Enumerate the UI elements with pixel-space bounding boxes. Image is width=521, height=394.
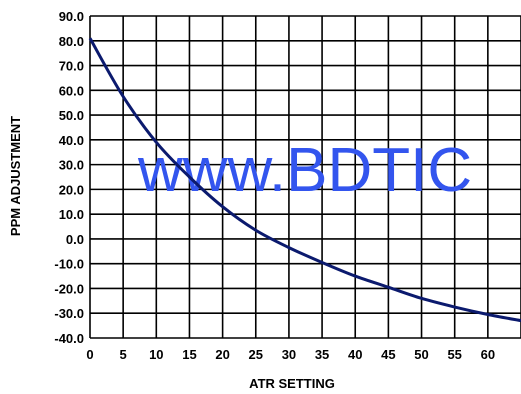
- y-tick-label: -40.0: [54, 331, 84, 346]
- x-tick-label: 0: [86, 347, 93, 362]
- x-tick-label: 55: [447, 347, 461, 362]
- y-tick-label: 40.0: [59, 133, 84, 148]
- x-tick-label: 25: [249, 347, 263, 362]
- x-tick-label: 20: [215, 347, 229, 362]
- x-tick-label: 60: [481, 347, 495, 362]
- y-tick-label: -30.0: [54, 306, 84, 321]
- x-tick-labels: 0 5 10 15 20 25 30 35 40 45 50 55 60: [86, 347, 495, 362]
- y-tick-label: 50.0: [59, 108, 84, 123]
- watermark-layer: www.BDTIC: [137, 136, 472, 205]
- y-tick-label: -20.0: [54, 281, 84, 296]
- y-tick-label: -10.0: [54, 257, 84, 272]
- y-tick-label: 80.0: [59, 34, 84, 49]
- x-tick-label: 50: [414, 347, 428, 362]
- x-tick-label: 30: [282, 347, 296, 362]
- y-tick-label: 90.0: [59, 9, 84, 24]
- x-tick-label: 15: [182, 347, 196, 362]
- x-tick-label: 45: [381, 347, 395, 362]
- y-tick-labels: 90.0 80.0 70.0 60.0 50.0 40.0 30.0 20.0 10.0 0.0 -…: [54, 9, 84, 346]
- x-tick-label: 40: [348, 347, 362, 362]
- y-axis-title: PPM ADJUSTMENT: [8, 116, 23, 236]
- y-tick-label: 60.0: [59, 83, 84, 98]
- x-tick-label: 35: [315, 347, 329, 362]
- watermark-text: www.BDTIC: [137, 136, 472, 205]
- x-tick-label: 10: [149, 347, 163, 362]
- y-tick-label: 70.0: [59, 59, 84, 74]
- series-layer: [88, 37, 521, 323]
- y-tick-label: 30.0: [59, 158, 84, 173]
- series-line: [88, 37, 521, 323]
- y-tick-label: 0.0: [66, 232, 84, 247]
- x-tick-label: 5: [120, 347, 127, 362]
- y-tick-label: 20.0: [59, 182, 84, 197]
- y-tick-label: 10.0: [59, 207, 84, 222]
- x-axis-title: ATR SETTING: [249, 376, 335, 391]
